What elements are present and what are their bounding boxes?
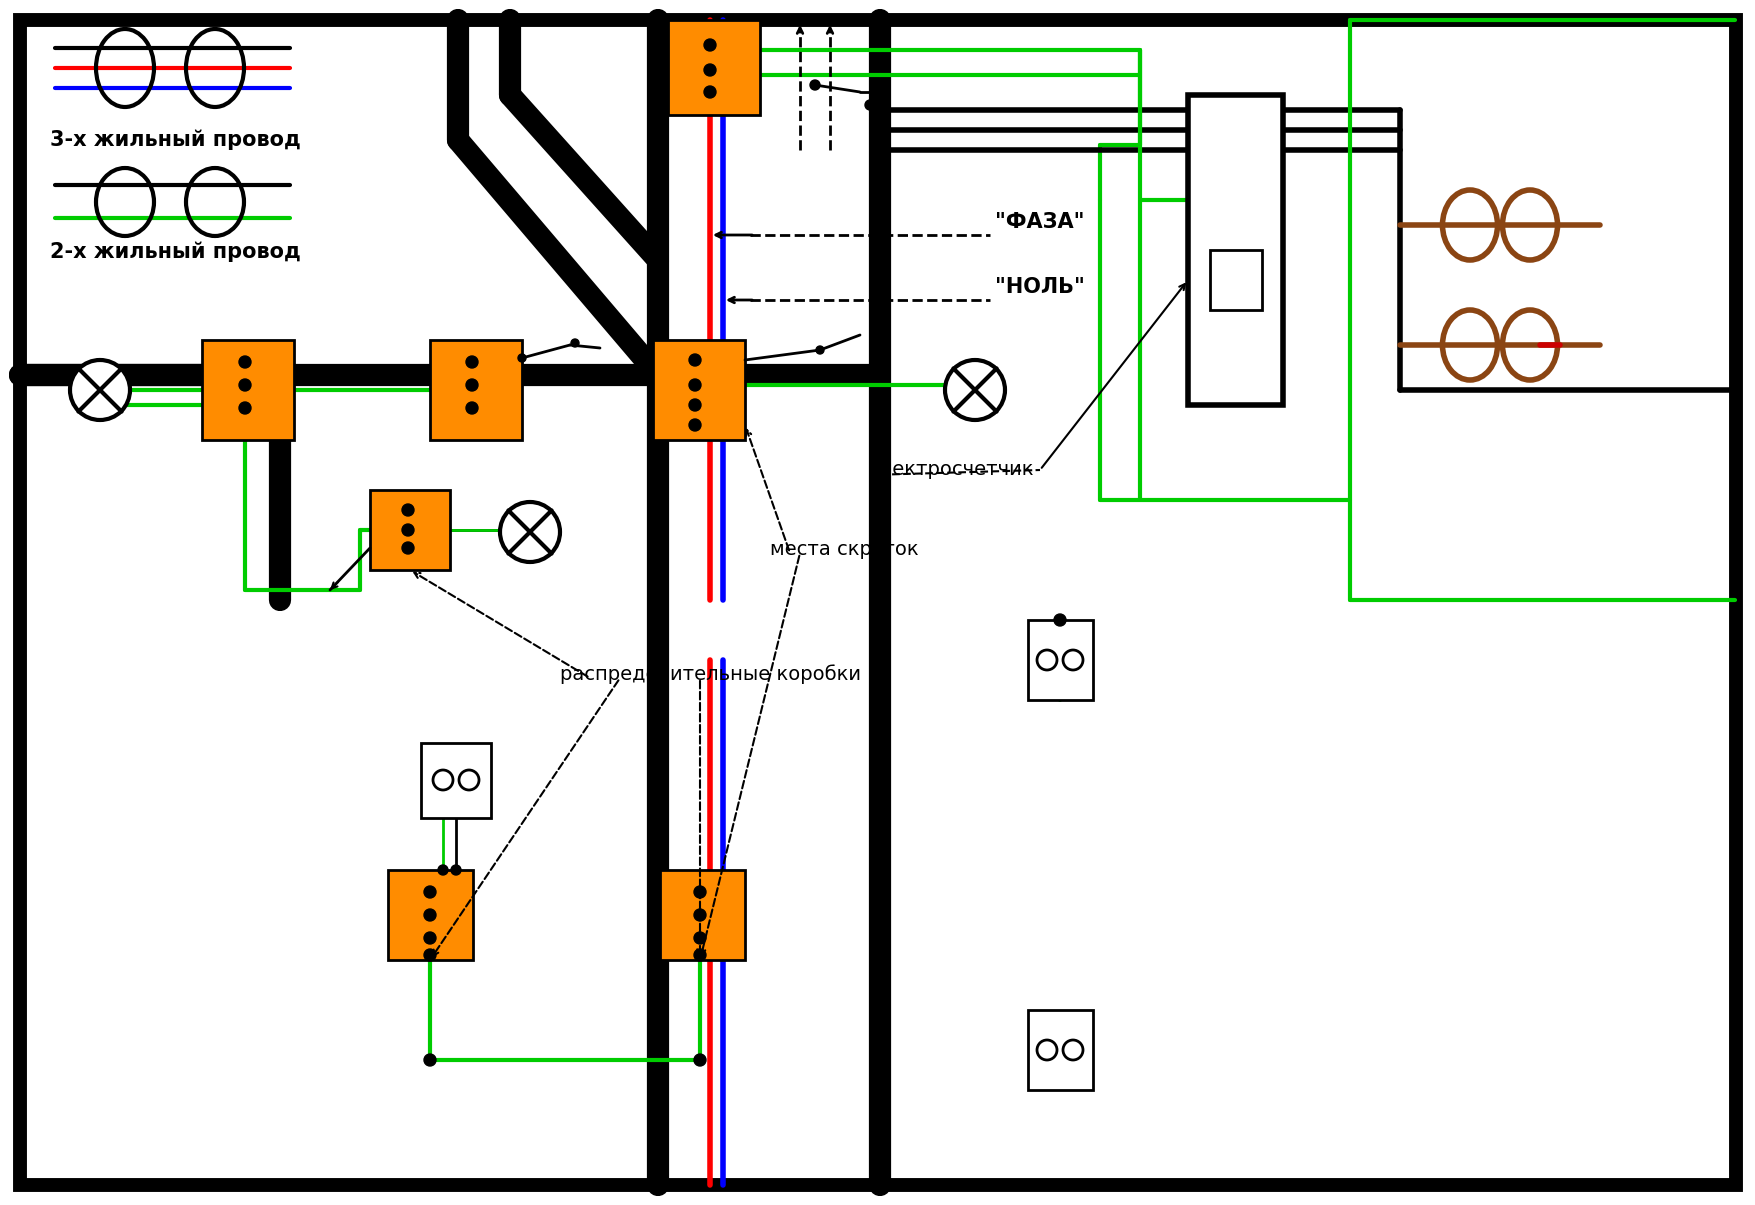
Bar bbox=[660, 870, 744, 960]
Text: "НОЛЬ": "НОЛЬ" bbox=[995, 277, 1085, 296]
Circle shape bbox=[423, 1054, 435, 1066]
Circle shape bbox=[1062, 1040, 1083, 1060]
Circle shape bbox=[465, 380, 477, 390]
Circle shape bbox=[1062, 649, 1083, 670]
Bar bbox=[202, 340, 293, 440]
Circle shape bbox=[944, 360, 1004, 421]
Circle shape bbox=[1037, 1040, 1057, 1060]
Bar bbox=[370, 490, 449, 570]
Circle shape bbox=[465, 402, 477, 415]
Circle shape bbox=[465, 355, 477, 368]
Circle shape bbox=[518, 354, 526, 362]
Circle shape bbox=[693, 909, 706, 921]
Circle shape bbox=[423, 909, 435, 921]
Circle shape bbox=[402, 524, 414, 536]
Bar bbox=[653, 340, 744, 440]
Circle shape bbox=[816, 346, 823, 354]
Bar bbox=[1188, 95, 1283, 405]
Circle shape bbox=[500, 502, 560, 562]
Circle shape bbox=[239, 380, 251, 390]
Text: места скруток: места скруток bbox=[769, 540, 918, 559]
Circle shape bbox=[693, 1054, 706, 1066]
Circle shape bbox=[1053, 615, 1065, 627]
Circle shape bbox=[70, 360, 130, 421]
Text: "ФАЗА": "ФАЗА" bbox=[995, 212, 1085, 233]
Bar bbox=[421, 743, 491, 818]
Bar bbox=[1027, 1010, 1092, 1091]
Circle shape bbox=[693, 931, 706, 944]
Text: 2-х жильный провод: 2-х жильный провод bbox=[49, 242, 300, 263]
Circle shape bbox=[688, 399, 700, 411]
Circle shape bbox=[423, 931, 435, 944]
Circle shape bbox=[693, 886, 706, 898]
Circle shape bbox=[688, 354, 700, 366]
Circle shape bbox=[423, 950, 435, 962]
Circle shape bbox=[458, 770, 479, 790]
Circle shape bbox=[688, 419, 700, 431]
Circle shape bbox=[239, 355, 251, 368]
Text: электросчетчик: электросчетчик bbox=[869, 460, 1034, 480]
Circle shape bbox=[239, 402, 251, 415]
Circle shape bbox=[693, 950, 706, 962]
Text: 3-х жильный провод: 3-х жильный провод bbox=[49, 130, 300, 151]
Circle shape bbox=[451, 865, 462, 875]
Circle shape bbox=[809, 80, 820, 90]
Bar bbox=[1209, 249, 1262, 310]
Bar bbox=[430, 340, 521, 440]
Circle shape bbox=[570, 339, 579, 347]
Circle shape bbox=[704, 64, 716, 76]
Circle shape bbox=[402, 542, 414, 554]
Bar bbox=[1027, 621, 1092, 700]
Circle shape bbox=[865, 100, 874, 110]
Circle shape bbox=[704, 39, 716, 51]
Circle shape bbox=[433, 770, 453, 790]
Text: распределительные коробки: распределительные коробки bbox=[560, 664, 860, 684]
Circle shape bbox=[437, 865, 448, 875]
Bar bbox=[667, 20, 760, 114]
Circle shape bbox=[402, 504, 414, 516]
Circle shape bbox=[704, 86, 716, 98]
Circle shape bbox=[1037, 649, 1057, 670]
Circle shape bbox=[688, 380, 700, 390]
Bar bbox=[388, 870, 472, 960]
Circle shape bbox=[423, 886, 435, 898]
